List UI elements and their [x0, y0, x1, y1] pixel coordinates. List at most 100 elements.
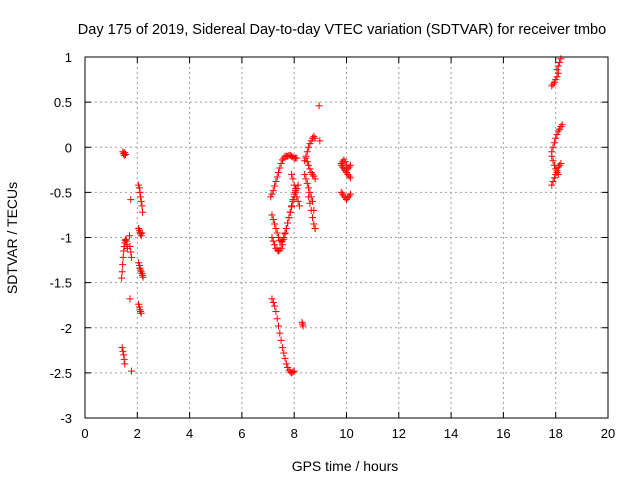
series-sat-x [548, 69, 562, 90]
data-point [137, 197, 145, 205]
series-sat-w [337, 156, 354, 173]
data-point [127, 196, 135, 204]
x-tick-label: 10 [339, 426, 353, 441]
data-point [276, 329, 284, 337]
data-point [552, 165, 560, 173]
series-sat-y [553, 55, 565, 74]
data-point [548, 181, 556, 189]
data-point [268, 190, 276, 198]
series-sat-a [119, 148, 130, 159]
data-point [269, 298, 277, 306]
x-tick-label: 0 [81, 426, 88, 441]
data-point [305, 193, 313, 201]
series-sat-p [301, 132, 319, 165]
x-tick-label: 12 [392, 426, 406, 441]
data-point [123, 241, 131, 249]
y-axis-label: SDTVAR / TECUs [4, 182, 20, 294]
data-point [548, 82, 556, 90]
data-point [310, 220, 318, 228]
data-point [343, 169, 350, 177]
data-point [315, 102, 323, 110]
data-point [139, 273, 147, 281]
data-point [302, 175, 310, 183]
data-point [340, 156, 348, 164]
data-point [138, 202, 146, 210]
data-point [126, 243, 134, 251]
data-point [285, 214, 293, 222]
y-tick-label: 0 [65, 140, 72, 155]
data-point [307, 206, 315, 214]
series-sat-s [305, 193, 319, 232]
data-point [343, 196, 350, 204]
series-sat-e [126, 196, 136, 375]
data-point [550, 174, 558, 182]
data-point [278, 237, 286, 245]
series-sat-m [268, 185, 300, 246]
series-sat-n [288, 170, 303, 210]
data-point [284, 219, 292, 227]
data-point [125, 232, 133, 240]
y-tick-label: -2 [60, 321, 72, 336]
data-point [289, 175, 297, 183]
x-tick-label: 2 [134, 426, 141, 441]
data-point [558, 121, 566, 129]
data-point [120, 351, 128, 359]
data-point [307, 169, 315, 177]
data-point [278, 344, 286, 352]
data-point [295, 202, 303, 210]
data-point [118, 344, 126, 352]
y-tick-label: -2.5 [50, 366, 72, 381]
data-point [345, 163, 353, 171]
series-sat-f [135, 181, 147, 216]
data-point [337, 159, 345, 167]
data-point [276, 164, 284, 172]
data-point [306, 199, 314, 207]
data-point [119, 347, 127, 355]
data-point [557, 159, 565, 167]
data-point [136, 308, 144, 316]
data-point [346, 161, 354, 169]
y-tick-label: -1.5 [50, 276, 72, 291]
y-tick-label: 1 [65, 50, 72, 65]
data-point [128, 253, 136, 261]
data-point [553, 73, 561, 81]
data-point [275, 322, 283, 330]
data-point [299, 320, 307, 328]
y-tick-label: 0.5 [54, 95, 72, 110]
data-point [122, 235, 130, 243]
data-point [269, 187, 277, 195]
chart-title: Day 175 of 2019, Sidereal Day-to-day VTE… [78, 22, 606, 38]
data-point [346, 190, 354, 198]
series-sat-i [135, 300, 145, 317]
data-point [554, 170, 562, 178]
y-tick-label: -3 [60, 411, 72, 426]
series-sat-o [298, 318, 307, 330]
data-point [136, 266, 144, 274]
data-point [137, 268, 145, 276]
series-sat-t [315, 102, 324, 145]
data-point [292, 187, 300, 195]
series-sat-b [118, 235, 131, 282]
data-point [316, 137, 324, 145]
data-point [554, 62, 562, 70]
data-point [549, 80, 557, 88]
x-tick-label: 6 [238, 426, 245, 441]
data-point [282, 360, 290, 368]
data-point [289, 196, 297, 204]
data-point [556, 58, 564, 66]
data-point [271, 241, 279, 249]
data-point [305, 143, 313, 151]
data-point [346, 174, 354, 182]
data-point [289, 368, 297, 376]
data-point [311, 224, 319, 232]
data-point [277, 244, 285, 252]
data-point [290, 181, 298, 189]
series-sat-l [267, 151, 301, 201]
data-point [306, 188, 314, 196]
data-point [137, 309, 145, 317]
data-point [554, 127, 562, 135]
data-point [269, 237, 277, 245]
data-point [281, 354, 289, 362]
data-point [269, 215, 277, 223]
data-point [310, 132, 318, 140]
